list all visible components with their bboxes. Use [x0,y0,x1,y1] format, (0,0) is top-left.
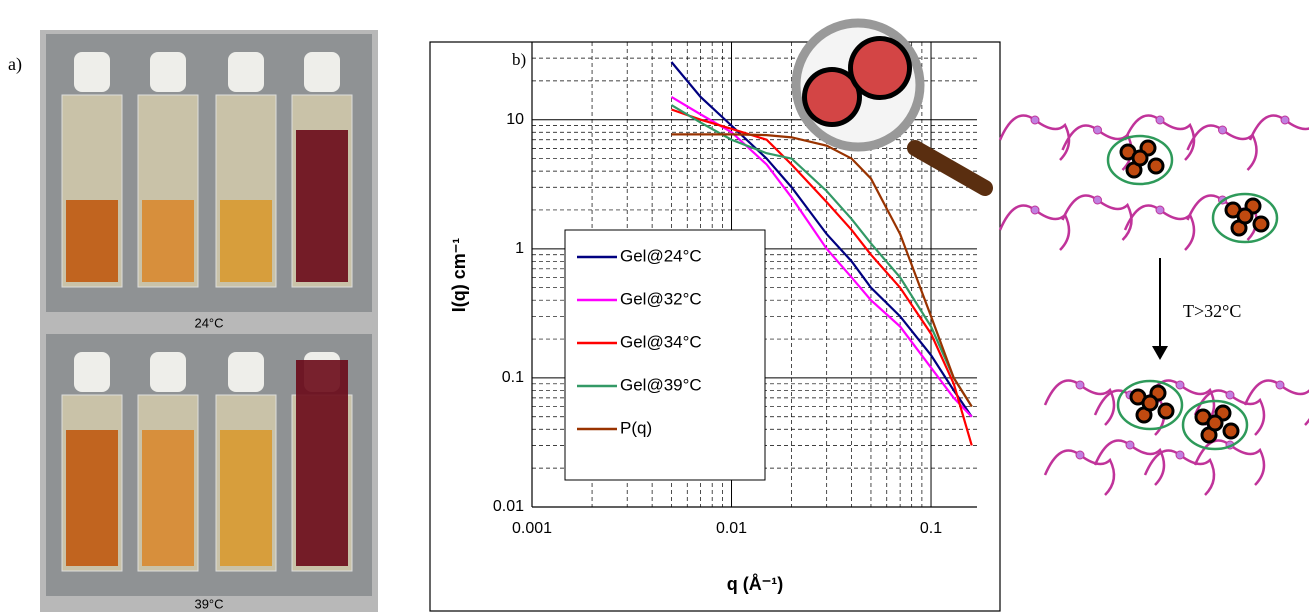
nanoparticle [1222,422,1240,440]
crosslink [1030,115,1040,125]
nanoparticle [1141,394,1159,412]
x-tick-label: 0.1 [920,520,942,537]
data-line [671,133,973,408]
x-tick-label: 0.01 [716,520,747,537]
nanoparticle [1131,149,1149,167]
arrow-head [1152,346,1168,360]
legend-box [564,229,766,481]
micelle [1106,134,1174,186]
vial-cap [74,52,110,92]
vial-content [142,430,194,566]
crosslink [1175,380,1185,390]
nanoparticle [1157,402,1175,420]
micelle [1116,379,1184,431]
crosslink [1093,195,1102,205]
panel-label: b) [512,50,526,69]
vial-cap [150,52,186,92]
schematic [998,114,1309,496]
data-line [670,61,973,418]
legend-label: Gel@39°C [620,375,702,394]
polymer-chain [1186,124,1258,171]
polymer-chain [998,204,1071,251]
vial-content [296,360,348,566]
data-line [671,108,973,446]
data-line [670,96,973,418]
nanoparticle [1236,207,1254,225]
polymer-chain [1093,439,1166,486]
photo-label: 39°C [194,596,223,611]
vial-cap [228,352,264,392]
polymer-chain [1143,449,1216,496]
polymer-chain [1193,389,1266,436]
crosslink [1075,450,1085,460]
crosslink [1155,115,1165,125]
legend-label: Gel@24°C [620,246,702,265]
y-tick-label: 0.01 [493,498,524,515]
crosslink [1093,125,1102,135]
crosslink [1225,390,1235,400]
nanoparticle [1206,414,1224,432]
vial-content [220,430,272,566]
legend-label: P(q) [620,418,652,437]
polymer-chain [1123,114,1196,161]
crosslink [1175,450,1185,460]
polymer-chain [1123,204,1196,251]
vial-cap [228,52,264,92]
vial-content [66,430,118,566]
crosslink [1280,115,1290,125]
vial-content [296,130,348,282]
vial-cap [74,352,110,392]
y-axis-label: I(q) cm⁻¹ [449,238,469,313]
crosslink [1218,125,1227,135]
y-tick-label: 10 [506,111,524,128]
x-tick-label: 0.001 [512,520,552,537]
schematic-label: T>32°C [1183,301,1241,321]
crosslink [1275,380,1285,390]
vial-cap [304,52,340,92]
polymer-chain [998,114,1071,161]
photo-label: 24°C [194,315,223,330]
nanoparticle [1252,215,1270,233]
x-axis-label: q (Å⁻¹) [727,574,783,594]
legend-label: Gel@32°C [620,289,702,308]
micelle [1181,399,1249,451]
plot: 0.001 0.01 0.1 0.01 0.1 1 10 Gel@24°C Gel@32°C Ge… [493,42,977,537]
crosslink [1155,205,1165,215]
panel-label: a) [8,54,22,75]
vial-content [142,200,194,282]
magnifier-icon [791,18,993,196]
polymer-chain [1248,114,1309,141]
vials [61,52,353,572]
y-tick-label: 0.1 [502,369,524,386]
crosslink [1075,380,1085,390]
polymer-chain [1043,449,1116,496]
crosslink [1030,205,1040,215]
polymer-chain [1243,379,1309,426]
vial-content [66,200,118,282]
polymer-chain [1043,379,1116,426]
vial-cap [150,352,186,392]
y-tick-label: 1 [515,240,524,257]
vial-content [220,200,272,282]
polymer-chain [1061,194,1133,241]
crosslink [1125,440,1135,450]
data-line [670,104,973,408]
legend-label: Gel@34°C [620,332,702,351]
micelle [1211,192,1279,244]
nanoparticle [1147,157,1165,175]
